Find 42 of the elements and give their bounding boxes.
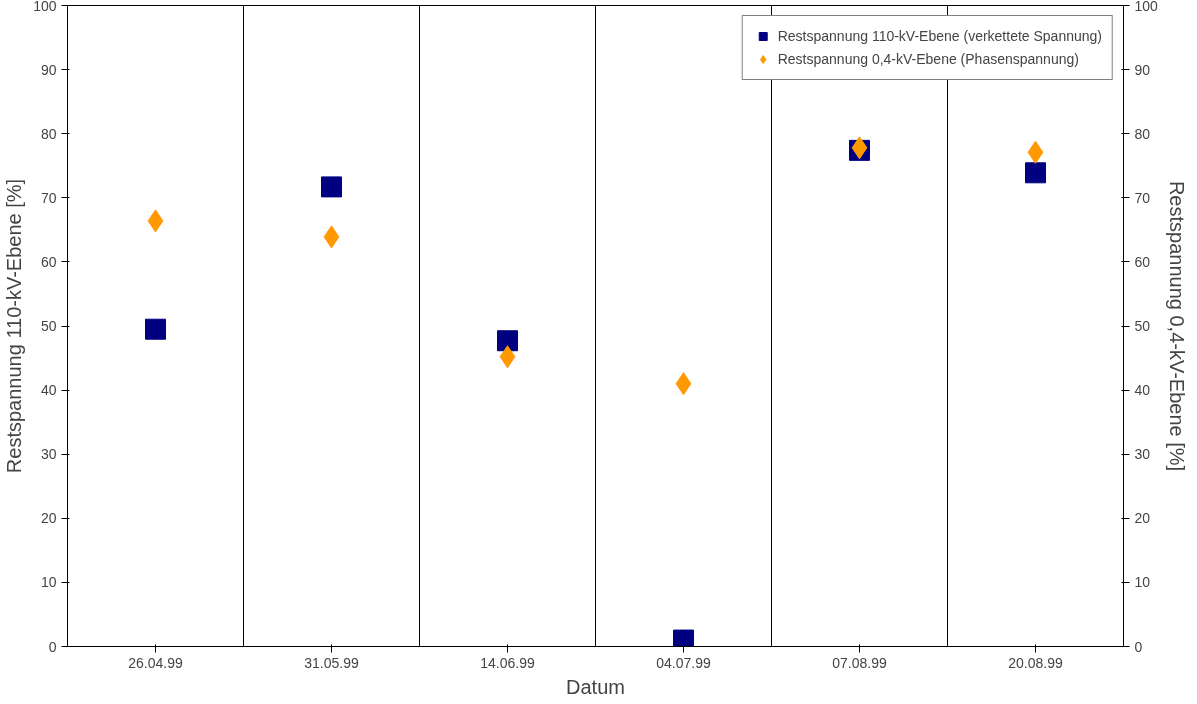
y2-tick-label: 50 (1134, 318, 1151, 334)
legend-label: Restspannung 110-kV-Ebene (verkettete Spannung) (777, 28, 1102, 44)
y-tick-label: 80 (40, 125, 57, 142)
y-tick-label: 40 (40, 382, 57, 399)
y2-tick-label: 40 (1134, 382, 1151, 399)
y-tick-label: 90 (40, 61, 57, 78)
point (499, 345, 516, 369)
y2-tick-label: 100 (1134, 0, 1159, 14)
y-tick-label: 100 (33, 0, 57, 14)
x-tick-label: 31.05.99 (304, 654, 359, 671)
y2-tick-label: 10 (1134, 574, 1151, 591)
x-tick-label: 20.08.99 (1008, 654, 1063, 671)
point (675, 372, 692, 396)
x-tick-label: 26.04.99 (128, 654, 183, 671)
y2-tick-label: 60 (1134, 253, 1151, 270)
y-tick-label: 20 (40, 510, 57, 527)
y-tick-label: 30 (40, 446, 57, 463)
x-axis-title: Datum (566, 675, 625, 698)
point (145, 318, 166, 340)
y2-tick-label: 30 (1134, 446, 1151, 463)
y2-axis-title: Restspannung 0,4-kV-Ebene [%] (1165, 180, 1188, 472)
x-tick-label: 07.08.99 (832, 654, 887, 671)
y2-tick-label: 90 (1134, 61, 1151, 78)
y-axis-title: Restspannung 110-kV-Ebene [%] (3, 178, 26, 474)
x-tick-label: 14.06.99 (480, 654, 535, 671)
y2-tick-label: 0 (1134, 638, 1143, 655)
point (497, 330, 518, 352)
legend-label: Restspannung 0,4-kV-Ebene (Phasenspannung) (777, 51, 1079, 67)
point (1025, 162, 1046, 184)
y-tick-label: 70 (40, 189, 57, 206)
point (323, 225, 340, 249)
y2-tick-label: 70 (1134, 189, 1151, 206)
y-tick-label: 60 (40, 253, 57, 270)
y2-tick-label: 20 (1134, 510, 1151, 527)
point (1027, 140, 1044, 164)
y-tick-label: 10 (40, 574, 57, 591)
y2-tick-label: 80 (1134, 125, 1151, 142)
y-tick-label: 0 (48, 638, 57, 655)
point (147, 209, 164, 233)
x-tick-label: 04.07.99 (656, 654, 711, 671)
point (321, 176, 342, 198)
y-tick-label: 50 (40, 318, 57, 334)
